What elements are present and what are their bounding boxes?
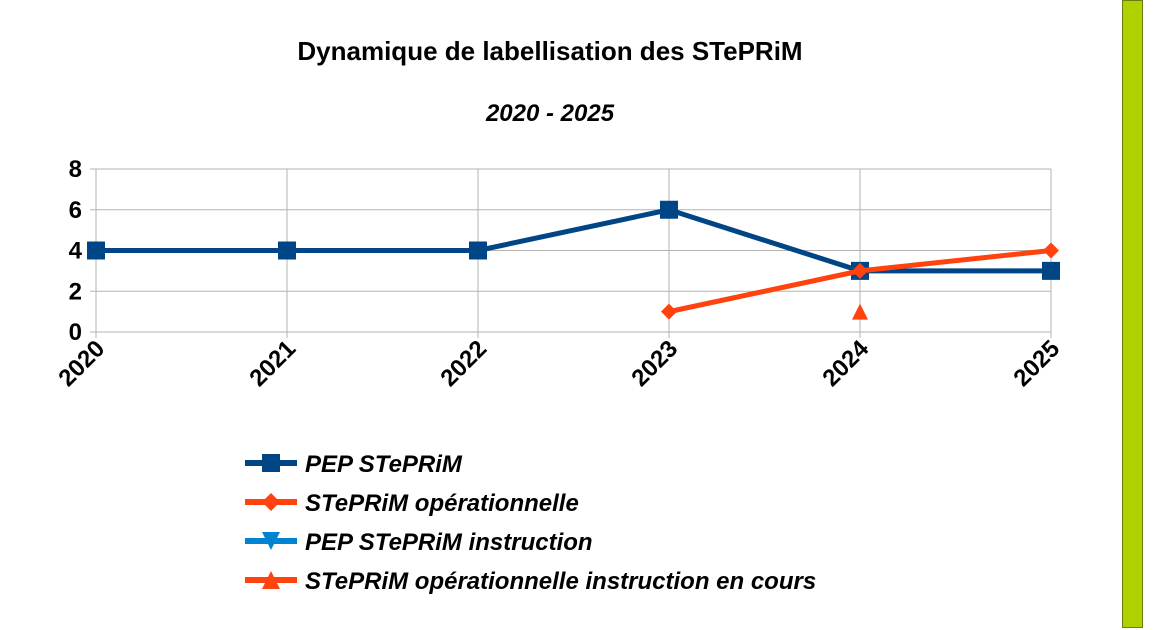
x-tick-label: 2023	[626, 335, 683, 392]
y-tick-label: 8	[69, 156, 82, 183]
x-tick-label: 2021	[244, 335, 301, 392]
x-tick-label: 2022	[435, 335, 492, 392]
data-point	[469, 241, 487, 260]
y-tick-label: 6	[69, 197, 82, 224]
data-point	[660, 200, 678, 219]
x-tick-label: 2025	[1008, 335, 1065, 392]
legend-label: STePRiM opérationnelle instruction en co…	[305, 568, 816, 595]
data-point	[661, 303, 677, 320]
data-point	[852, 303, 868, 320]
data-point	[1042, 261, 1060, 280]
data-point	[852, 262, 868, 279]
legend-marker	[262, 571, 280, 589]
y-tick-label: 0	[69, 319, 82, 346]
legend-label: STePRiM opérationnelle	[305, 490, 579, 517]
accent-bar	[1122, 0, 1143, 628]
chart-subtitle: 2020 - 2025	[485, 100, 615, 127]
y-tick-label: 2	[69, 278, 82, 305]
legend-marker	[262, 532, 280, 550]
series-line	[96, 207, 1051, 274]
data-point	[1043, 242, 1059, 259]
x-tick-label: 2020	[53, 335, 110, 392]
y-tick-label: 4	[69, 238, 83, 265]
data-point	[278, 241, 296, 260]
data-point	[87, 241, 105, 260]
legend-label: PEP STePRiM	[305, 451, 463, 478]
x-tick-label: 2024	[817, 335, 874, 392]
legend-marker	[262, 493, 280, 511]
legend-label: PEP STePRiM instruction	[305, 529, 593, 556]
chart-title: Dynamique de labellisation des STePRiM	[297, 36, 803, 66]
legend-marker	[262, 454, 280, 472]
